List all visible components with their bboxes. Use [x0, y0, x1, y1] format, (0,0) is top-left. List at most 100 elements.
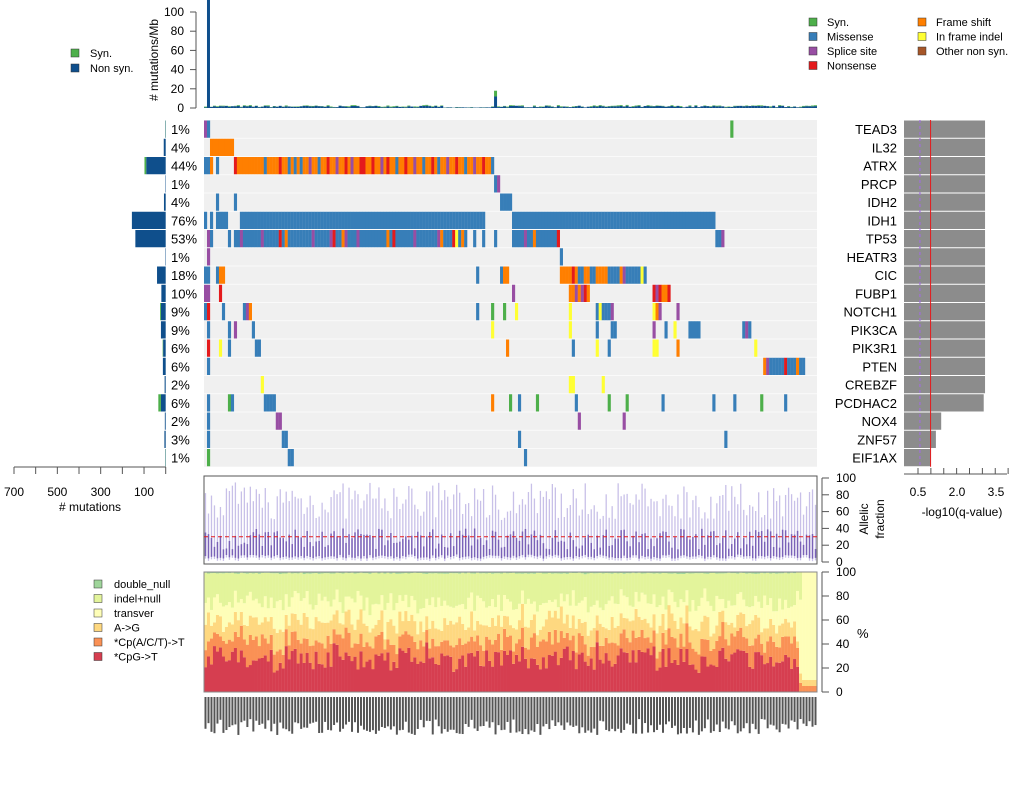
spectrum-segment — [739, 627, 743, 651]
spectrum-segment — [476, 572, 480, 596]
spectrum-segment — [308, 573, 312, 605]
mutation-cell — [392, 157, 396, 175]
mutation-cell — [607, 211, 611, 229]
mutation-cell — [664, 211, 668, 229]
mutation-cell — [242, 211, 247, 229]
sample-id-label — [712, 697, 715, 732]
syn-bar — [395, 105, 399, 107]
mutation-cell — [562, 266, 566, 284]
spectrum-segment — [464, 643, 468, 667]
mutation-cell — [673, 321, 677, 339]
spectrum-segment — [628, 662, 632, 692]
spectrum-segment — [544, 602, 549, 620]
mutation-cell — [631, 211, 635, 229]
spectrum-segment — [724, 572, 728, 574]
spectrum-segment — [667, 589, 671, 606]
nonsyn-bar — [407, 106, 411, 108]
spectrum-segment — [811, 686, 815, 692]
sample-id-label — [790, 697, 793, 721]
sample-id-label — [590, 697, 593, 733]
spectrum-segment — [221, 572, 226, 574]
spectrum-segment — [488, 639, 492, 661]
spectrum-segment — [416, 649, 420, 664]
spectrum-segment — [706, 666, 710, 692]
sample-id-label — [608, 697, 611, 732]
spectrum-segment — [742, 650, 746, 692]
mutation-cell — [314, 157, 318, 175]
spectrum-segment — [577, 618, 581, 634]
mutation-cell — [383, 211, 387, 229]
mutation-cell — [571, 339, 575, 357]
spectrum-segment — [317, 572, 321, 574]
spectrum-segment — [482, 625, 486, 651]
spectrum-segment — [526, 627, 531, 650]
sample-id-label — [294, 697, 297, 723]
spectrum-segment — [697, 573, 701, 607]
spectrum-segment — [514, 629, 519, 644]
spectrum-segment — [455, 669, 459, 692]
nonsyn-bar — [509, 106, 512, 108]
syn-bar — [538, 106, 542, 108]
spectrum-segment — [479, 598, 483, 625]
spectrum-segment — [290, 573, 294, 598]
mutation-cell — [760, 394, 764, 412]
syn-bar — [619, 105, 623, 106]
mutation-cell — [206, 303, 211, 321]
spectrum-segment — [380, 572, 384, 596]
spectrum-segment — [805, 680, 809, 686]
spectrum-segment — [440, 572, 444, 574]
mutation-cell — [215, 266, 220, 284]
spectrum-segment — [541, 573, 546, 604]
mutation-cell — [386, 211, 390, 229]
mutation-cell — [419, 230, 423, 248]
spectrum-segment — [769, 636, 773, 657]
nonsyn-bar — [401, 107, 405, 108]
mutation-cell — [589, 211, 593, 229]
spectrum-segment — [317, 642, 321, 664]
syn-bar — [688, 105, 692, 107]
nonsyn-bar — [730, 106, 734, 108]
spectrum-segment — [221, 631, 226, 641]
legend-swatch — [93, 594, 103, 603]
y-tick-label: 80 — [171, 24, 185, 38]
spectrum-segment — [709, 605, 713, 637]
spectrum-segment — [802, 686, 806, 692]
mutation-cell — [538, 230, 543, 248]
spectrum-segment — [796, 590, 800, 642]
spectrum-segment — [673, 659, 677, 692]
spectrum-segment — [796, 572, 800, 591]
spectrum-segment — [488, 572, 492, 607]
sample-id-label — [685, 697, 688, 734]
nonsyn-bar — [766, 106, 770, 108]
sample-id-label — [210, 697, 213, 732]
spectrum-segment — [425, 616, 429, 631]
nonsyn-bar — [571, 106, 575, 108]
spectrum-segment — [766, 641, 770, 664]
spectrum-segment — [733, 572, 737, 574]
spectrum-segment — [808, 686, 812, 692]
spectrum-segment — [673, 572, 677, 574]
spectrum-segment — [440, 630, 444, 642]
spectrum-segment — [212, 573, 217, 598]
spectrum-segment — [455, 572, 459, 574]
mutation-cell — [386, 230, 390, 248]
x-tick-label: 0.5 — [910, 485, 927, 499]
nonsyn-bar — [538, 107, 542, 108]
nonsyn-bar — [299, 106, 303, 108]
spectrum-segment — [619, 633, 623, 649]
mutation-cell — [643, 211, 647, 229]
spectrum-segment — [676, 664, 680, 692]
spectrum-segment — [236, 573, 241, 603]
legend-label: In frame indel — [936, 32, 1003, 44]
mutation-cell — [571, 284, 575, 302]
spectrum-segment — [281, 610, 285, 632]
nonsyn-bar — [787, 106, 791, 108]
mutation-cell — [230, 138, 235, 156]
spectrum-segment — [607, 660, 611, 692]
syn-bar — [425, 104, 429, 106]
syn-bar — [757, 105, 761, 106]
spectrum-segment — [745, 626, 749, 639]
mutation-cell — [595, 339, 599, 357]
mutation-cell — [589, 266, 593, 284]
spectrum-segment — [338, 572, 342, 574]
